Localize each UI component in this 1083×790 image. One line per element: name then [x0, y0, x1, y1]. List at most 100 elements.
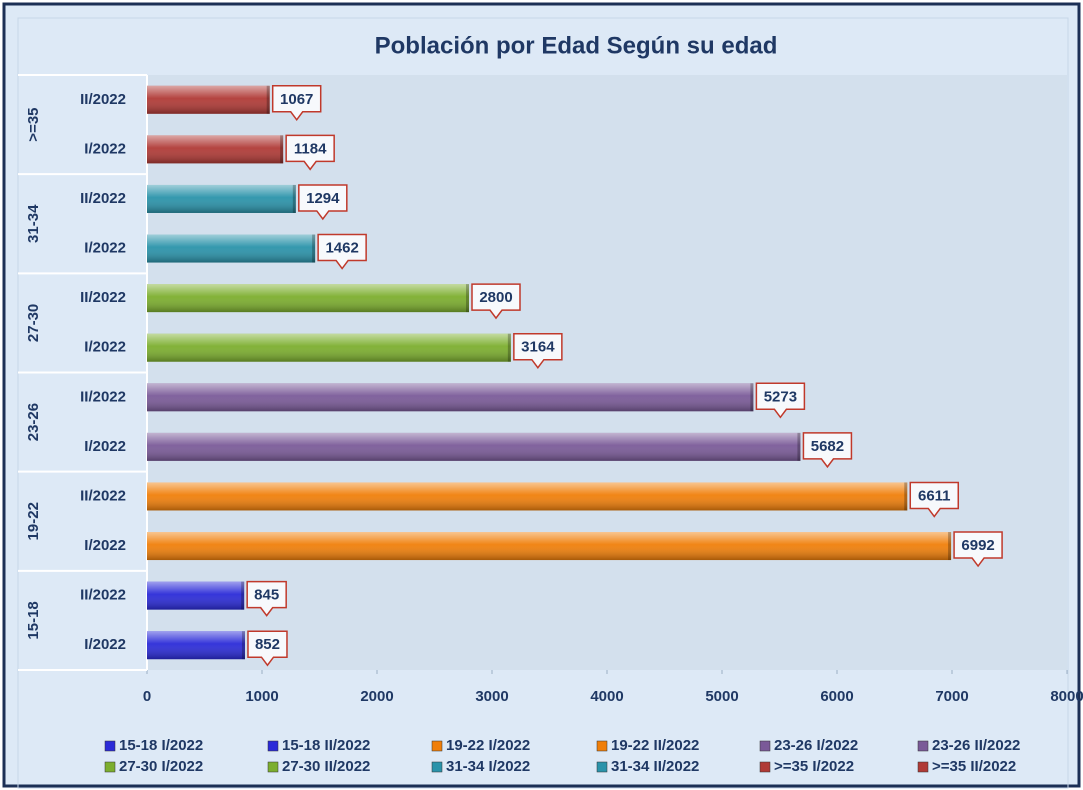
chart-title: Población por Edad Según su edad [375, 32, 778, 59]
group-label: 23-26 [25, 403, 42, 441]
bar-shine [147, 532, 952, 561]
y-tick-label: II/2022 [80, 487, 126, 504]
x-tick-label: 2000 [360, 688, 393, 705]
legend-swatch [596, 761, 608, 773]
bar-shine [147, 135, 284, 164]
y-tick-label: I/2022 [84, 636, 126, 653]
bar-cap [466, 284, 469, 313]
data-label-box [755, 382, 806, 419]
group-label: 15-18 [25, 601, 42, 639]
x-tick-label: 3000 [475, 688, 508, 705]
data-label: 1462 [325, 240, 358, 257]
bar-shine [147, 333, 511, 362]
legend-label: 31-34 I/2022 [446, 758, 530, 775]
data-label: 1067 [280, 91, 313, 108]
legend-label: 19-22 I/2022 [446, 737, 530, 754]
x-tick-label: 7000 [935, 688, 968, 705]
data-label-box [953, 531, 1003, 568]
data-label: 1184 [294, 140, 327, 157]
y-tick-label: II/2022 [80, 91, 126, 108]
data-label-box [246, 580, 287, 617]
x-tick-label: 6000 [820, 688, 853, 705]
data-label-box [909, 481, 960, 518]
data-label-box [317, 233, 367, 270]
legend-swatch [759, 740, 771, 752]
data-label: 852 [255, 636, 280, 653]
data-label-box [802, 432, 853, 469]
data-label-box [513, 332, 563, 369]
bar-cap [292, 184, 296, 213]
legend-swatch [431, 740, 443, 752]
legend-swatch [917, 761, 929, 773]
legend-swatch [917, 740, 929, 752]
legend-label: 27-30 I/2022 [119, 758, 203, 775]
legend-label: 15-18 II/2022 [282, 737, 370, 754]
legend-swatch [431, 761, 443, 773]
x-tick-label: 5000 [705, 688, 738, 705]
legend-swatch [596, 740, 608, 752]
bar-shine [147, 85, 270, 114]
legend-swatch [267, 761, 279, 773]
data-label: 845 [254, 587, 279, 604]
bar-cap [312, 234, 316, 263]
data-label-box [285, 134, 335, 171]
y-tick-label: I/2022 [84, 140, 126, 157]
data-label: 2800 [479, 289, 512, 306]
y-tick-label: I/2022 [84, 240, 126, 257]
y-tick-label: I/2022 [84, 438, 126, 455]
x-tick-label: 4000 [590, 688, 623, 705]
bar-cap [280, 135, 284, 164]
x-tick-label: 1000 [245, 688, 278, 705]
legend-label: 19-22 II/2022 [611, 737, 699, 754]
group-label: >=35 [25, 107, 42, 141]
legend-label: >=35 I/2022 [774, 758, 854, 775]
bar-cap [904, 482, 908, 511]
x-tick-label: 0 [143, 688, 151, 705]
chart-inner-frame [17, 17, 1069, 789]
group-label: 19-22 [25, 502, 42, 540]
bar-shine [147, 482, 908, 511]
y-tick-label: II/2022 [80, 388, 126, 405]
bar-shine [147, 184, 296, 213]
group-label: 31-34 [25, 204, 42, 243]
legend-swatch [267, 740, 279, 752]
legend-label: 31-34 II/2022 [611, 758, 699, 775]
y-tick-label: II/2022 [80, 587, 126, 604]
y-tick-label: II/2022 [80, 289, 126, 306]
data-label-box [471, 283, 521, 320]
data-label: 1294 [306, 190, 340, 207]
legend-label: >=35 II/2022 [932, 758, 1016, 775]
bar-shine [147, 284, 469, 313]
legend-label: 23-26 II/2022 [932, 737, 1020, 754]
bar-cap [241, 631, 245, 660]
data-label: 5682 [811, 438, 844, 455]
bar-cap [750, 383, 754, 412]
bar-shine [147, 631, 245, 660]
data-label-box [247, 630, 288, 667]
bar-cap [266, 85, 270, 114]
data-label-box [298, 184, 348, 221]
bar-shine [147, 383, 754, 412]
bar-shine [147, 581, 245, 610]
legend-swatch [104, 740, 116, 752]
bar-shine [147, 432, 801, 461]
data-label: 6992 [961, 537, 994, 554]
data-label: 6611 [918, 487, 951, 504]
data-label: 5273 [764, 388, 797, 405]
legend-label: 27-30 II/2022 [282, 758, 370, 775]
legend-swatch [759, 761, 771, 773]
bar-cap [507, 333, 511, 362]
data-label-box [271, 85, 322, 122]
y-tick-label: I/2022 [84, 537, 126, 554]
legend-label: 15-18 I/2022 [119, 737, 203, 754]
group-label: 27-30 [25, 304, 42, 342]
y-tick-label: I/2022 [84, 339, 126, 356]
legend-label: 23-26 I/2022 [774, 737, 858, 754]
data-label: 3164 [521, 339, 555, 356]
bar-cap [241, 581, 245, 610]
legend-swatch [104, 761, 116, 773]
bar-shine [147, 234, 316, 263]
x-tick-label: 8000 [1050, 688, 1083, 705]
plot-area [147, 75, 1067, 670]
